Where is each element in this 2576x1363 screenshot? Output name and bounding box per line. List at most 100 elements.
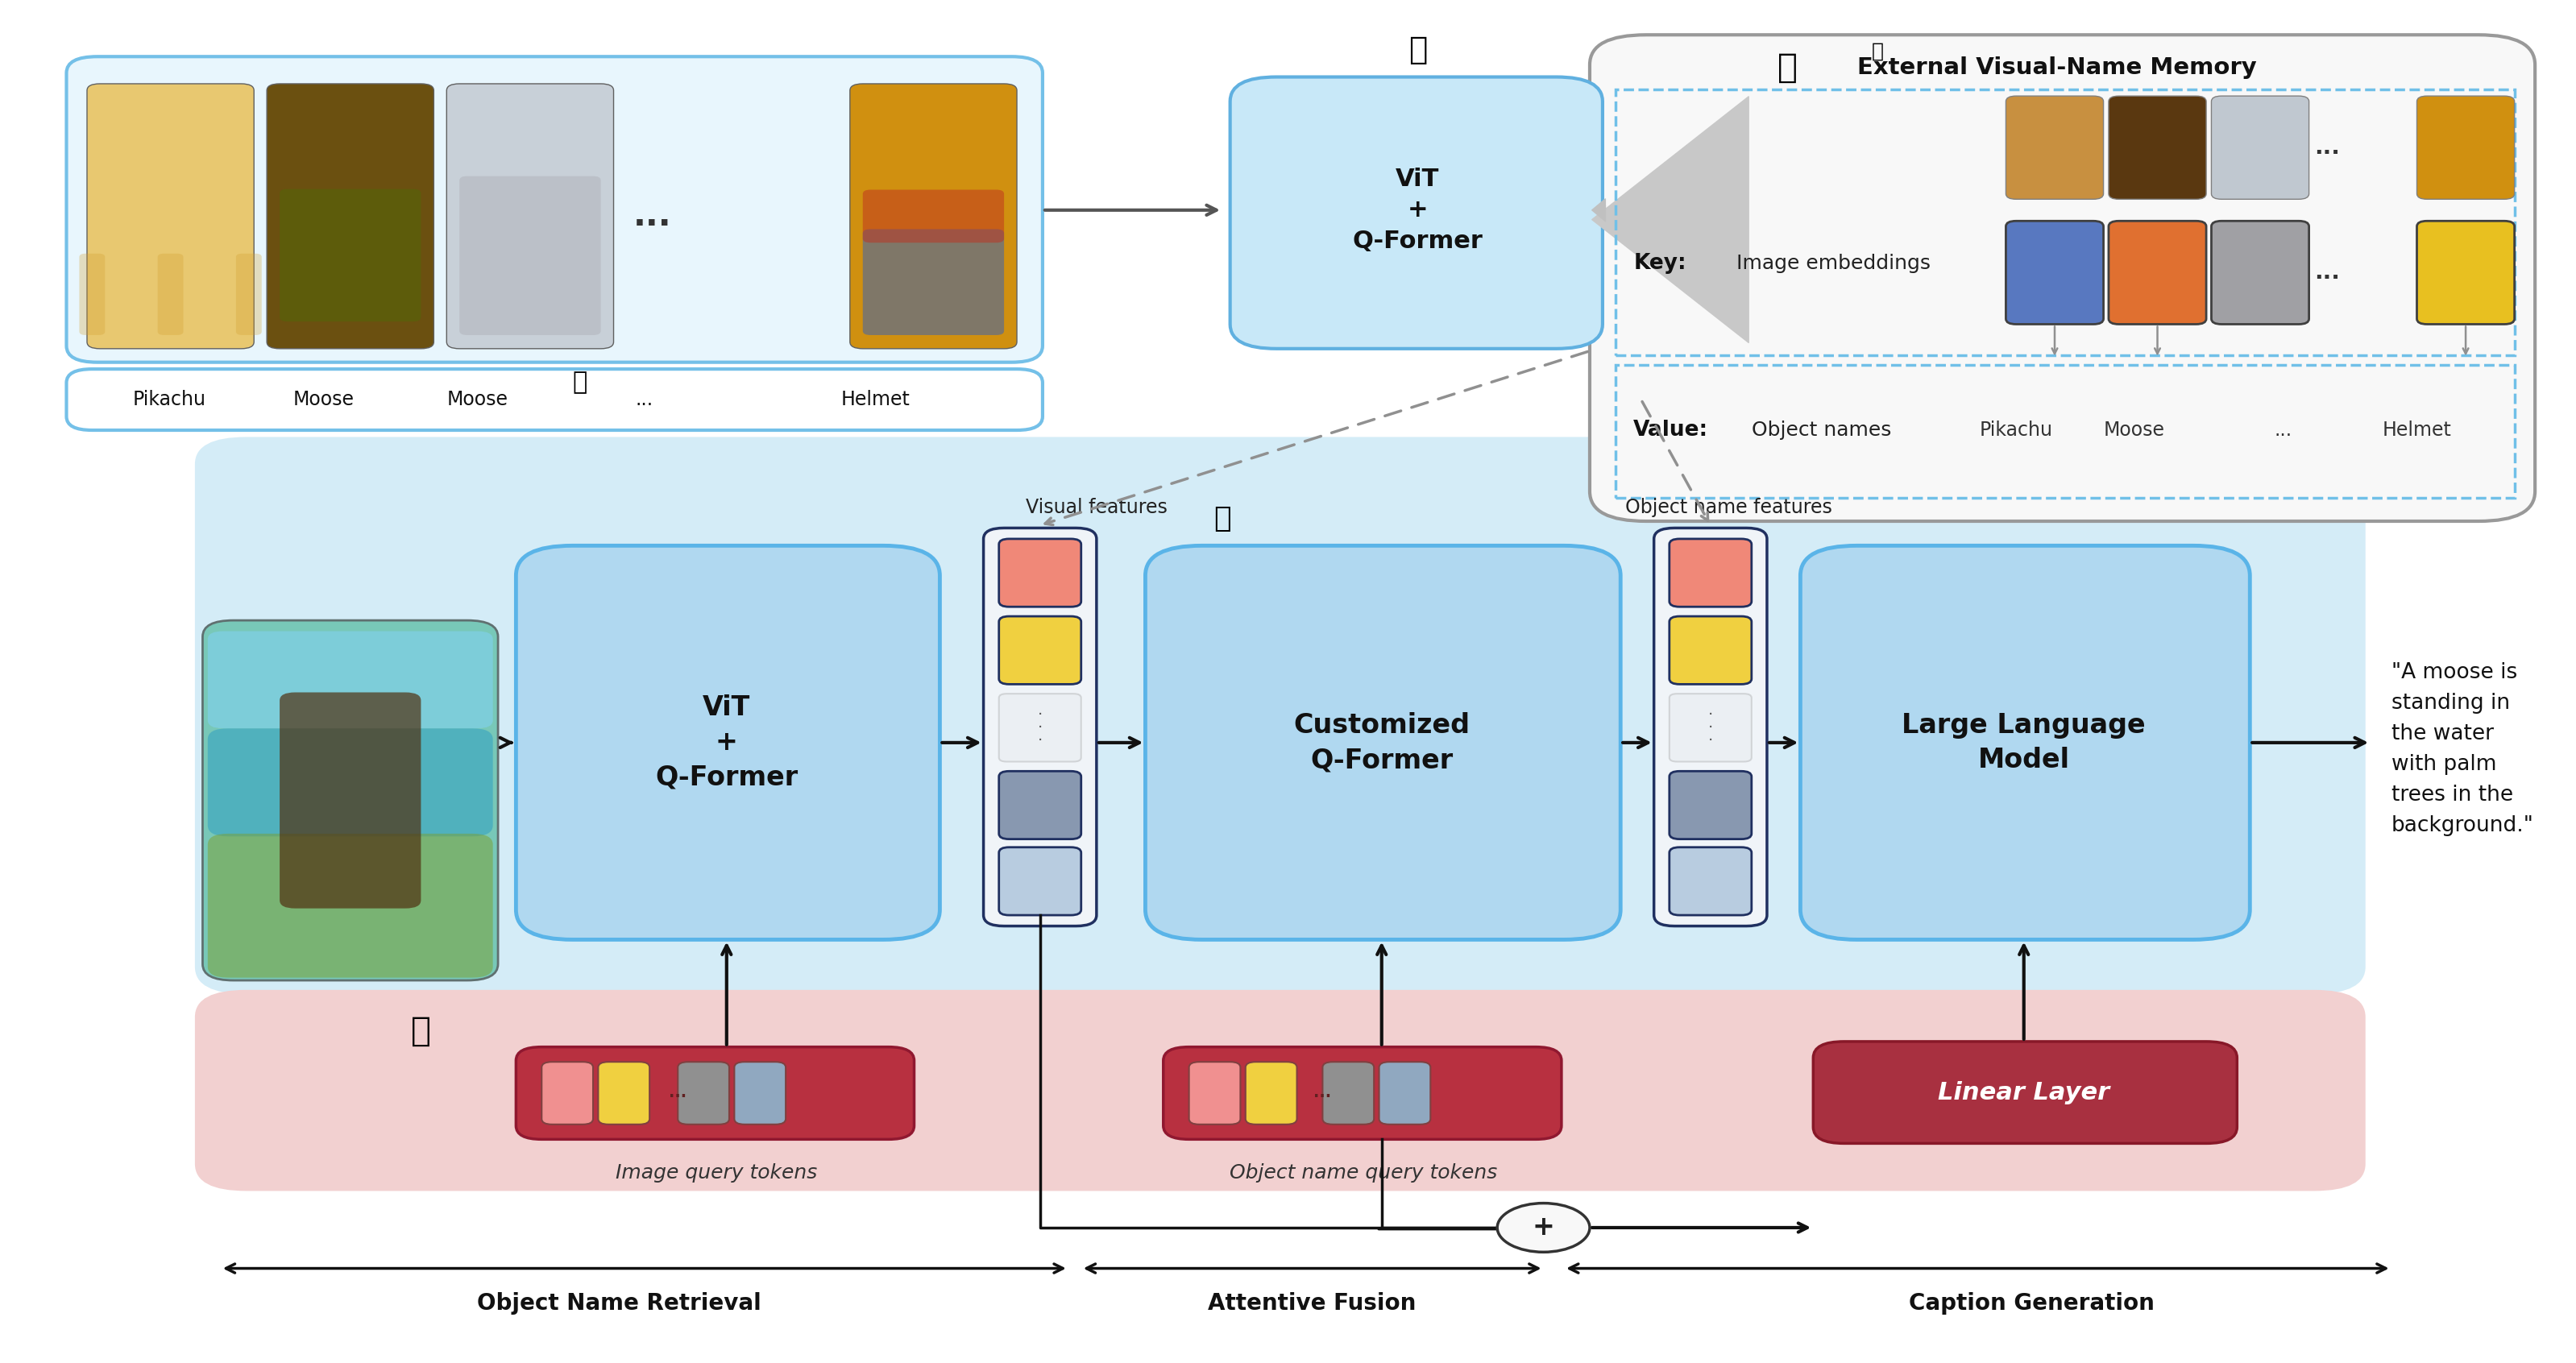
FancyBboxPatch shape (196, 990, 2365, 1191)
Text: ...: ... (634, 199, 672, 233)
Text: Visual features: Visual features (1025, 497, 1167, 518)
FancyBboxPatch shape (515, 545, 940, 939)
FancyArrowPatch shape (1378, 946, 1386, 1044)
FancyBboxPatch shape (598, 1062, 649, 1124)
FancyBboxPatch shape (2007, 221, 2105, 324)
FancyBboxPatch shape (1669, 848, 1752, 915)
FancyArrowPatch shape (2020, 946, 2027, 1039)
FancyBboxPatch shape (67, 57, 1043, 363)
FancyBboxPatch shape (1669, 771, 1752, 840)
Text: External Visual-Name Memory: External Visual-Name Memory (1857, 56, 2257, 79)
Text: ViT
+
Q-Former: ViT + Q-Former (1352, 168, 1484, 252)
FancyBboxPatch shape (2110, 221, 2205, 324)
Text: Moose: Moose (446, 390, 507, 409)
FancyBboxPatch shape (268, 83, 433, 349)
FancyArrowPatch shape (500, 737, 510, 747)
FancyArrowPatch shape (721, 946, 732, 1044)
Text: ...: ... (670, 1085, 688, 1101)
FancyBboxPatch shape (1669, 538, 1752, 607)
Text: Helmet: Helmet (840, 390, 909, 409)
FancyBboxPatch shape (2210, 95, 2308, 199)
Text: Image query tokens: Image query tokens (616, 1164, 817, 1183)
FancyBboxPatch shape (515, 1047, 914, 1139)
Text: Object name query tokens: Object name query tokens (1229, 1164, 1497, 1183)
FancyBboxPatch shape (1190, 1062, 1242, 1124)
Text: Large Language
Model: Large Language Model (1901, 711, 2146, 773)
FancyBboxPatch shape (1814, 1041, 2236, 1144)
FancyBboxPatch shape (237, 254, 263, 335)
FancyArrowPatch shape (1087, 1264, 1538, 1273)
Text: ...: ... (1314, 1085, 1332, 1101)
Text: "A moose is
standing in
the water
with palm
trees in the
background.": "A moose is standing in the water with p… (2391, 662, 2535, 837)
FancyBboxPatch shape (2416, 221, 2514, 324)
FancyBboxPatch shape (67, 369, 1043, 431)
FancyArrowPatch shape (943, 737, 976, 747)
Text: Object Name Retrieval: Object Name Retrieval (477, 1292, 760, 1315)
FancyArrowPatch shape (1378, 1225, 1584, 1234)
Text: ...: ... (2313, 262, 2339, 284)
FancyBboxPatch shape (734, 1062, 786, 1124)
FancyBboxPatch shape (88, 83, 255, 349)
FancyBboxPatch shape (999, 848, 1082, 915)
FancyArrowPatch shape (1592, 199, 1605, 221)
FancyArrowPatch shape (1641, 402, 1708, 521)
Text: Pikachu: Pikachu (1978, 421, 2053, 440)
FancyArrowPatch shape (1100, 737, 1139, 747)
FancyBboxPatch shape (281, 189, 420, 322)
FancyBboxPatch shape (863, 189, 1005, 243)
FancyBboxPatch shape (1231, 76, 1602, 349)
Text: ...: ... (2275, 421, 2293, 440)
Text: 💎: 💎 (572, 371, 587, 394)
FancyArrowPatch shape (227, 1264, 1064, 1273)
Text: +: + (1533, 1214, 1556, 1240)
FancyArrowPatch shape (1046, 352, 1587, 525)
Text: Moose: Moose (2105, 421, 2164, 440)
Text: ViT
+
Q-Former: ViT + Q-Former (654, 694, 799, 791)
Text: ...: ... (2313, 136, 2339, 159)
Text: 🔍: 🔍 (1213, 504, 1231, 532)
Text: Linear Layer: Linear Layer (1937, 1081, 2110, 1105)
FancyBboxPatch shape (157, 254, 183, 335)
FancyBboxPatch shape (850, 83, 1018, 349)
FancyBboxPatch shape (1146, 545, 1620, 939)
Text: Object names: Object names (1752, 421, 1891, 440)
Text: Moose: Moose (294, 390, 353, 409)
FancyBboxPatch shape (2007, 95, 2105, 199)
FancyBboxPatch shape (1378, 1062, 1430, 1124)
Circle shape (1497, 1204, 1589, 1253)
Text: Key:: Key: (1633, 252, 1687, 274)
FancyArrowPatch shape (2053, 327, 2058, 353)
FancyArrowPatch shape (1569, 1264, 2385, 1273)
FancyBboxPatch shape (2110, 95, 2205, 199)
Text: Customized
Q-Former: Customized Q-Former (1293, 711, 1471, 773)
Text: Image embeddings: Image embeddings (1736, 254, 1929, 273)
Text: ·
·
·: · · · (1038, 707, 1043, 748)
FancyBboxPatch shape (1247, 1062, 1296, 1124)
Text: Pikachu: Pikachu (131, 390, 206, 409)
FancyBboxPatch shape (1669, 694, 1752, 762)
FancyBboxPatch shape (2210, 221, 2308, 324)
Text: Caption Generation: Caption Generation (1909, 1292, 2154, 1315)
FancyBboxPatch shape (541, 1062, 592, 1124)
FancyBboxPatch shape (209, 728, 492, 837)
FancyArrowPatch shape (1046, 206, 1216, 215)
FancyArrowPatch shape (2251, 737, 2365, 747)
Text: ·
·
·: · · · (1708, 707, 1713, 748)
Text: Helmet: Helmet (2383, 421, 2452, 440)
FancyBboxPatch shape (209, 834, 492, 977)
FancyBboxPatch shape (677, 1062, 729, 1124)
FancyBboxPatch shape (999, 538, 1082, 607)
Text: ...: ... (636, 390, 654, 409)
FancyArrowPatch shape (1592, 1223, 1808, 1232)
Text: Attentive Fusion: Attentive Fusion (1208, 1292, 1417, 1315)
FancyBboxPatch shape (999, 694, 1082, 762)
FancyBboxPatch shape (209, 631, 492, 728)
Text: Value:: Value: (1633, 420, 1708, 440)
FancyBboxPatch shape (196, 438, 2365, 994)
Text: 💎: 💎 (1409, 34, 1427, 65)
Text: 🔥: 🔥 (412, 1014, 430, 1048)
FancyBboxPatch shape (459, 176, 600, 335)
Text: 💡: 💡 (1870, 41, 1883, 61)
Text: 📖: 📖 (1777, 50, 1798, 85)
FancyArrowPatch shape (2463, 327, 2468, 353)
